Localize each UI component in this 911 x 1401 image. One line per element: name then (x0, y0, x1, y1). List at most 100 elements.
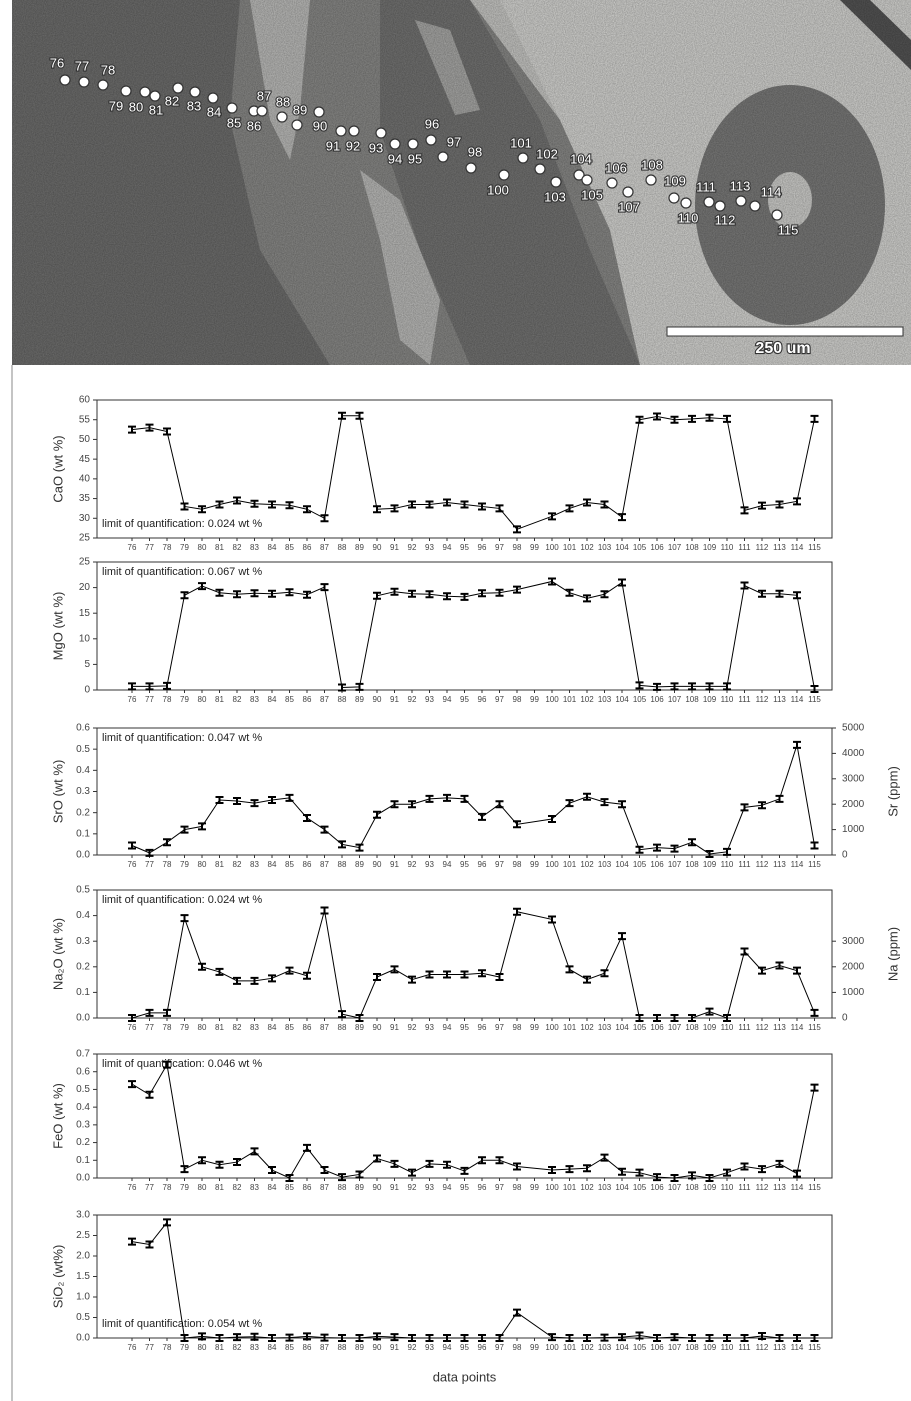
x-tick-label: 77 (145, 860, 154, 869)
data-point (775, 961, 784, 970)
data-point (408, 589, 416, 598)
x-tick-label: 94 (443, 1023, 452, 1032)
data-point (723, 414, 731, 423)
analysis-spot (735, 195, 747, 207)
data-point (810, 1008, 819, 1017)
data-point (285, 793, 294, 802)
data-point (443, 1334, 451, 1342)
data-point (478, 812, 486, 821)
x-tick-label: 100 (545, 1343, 559, 1352)
data-point (653, 682, 661, 691)
x-tick-label: 114 (791, 695, 804, 704)
x-tick-label: 105 (633, 1183, 647, 1192)
x-tick-label: 98 (513, 543, 522, 552)
x-tick-label: 89 (355, 1343, 364, 1352)
x-tick-label: 83 (250, 695, 259, 704)
data-point (355, 1014, 364, 1022)
data-point (145, 423, 154, 432)
plot-frame (96, 1053, 833, 1179)
x-tick-label: 115 (808, 695, 821, 704)
y-tick-label: 0.5 (76, 1312, 90, 1323)
x-tick-label: 83 (250, 543, 259, 552)
data-point (670, 1174, 679, 1182)
x-tick-label: 84 (268, 543, 277, 552)
data-point (233, 1333, 241, 1342)
analysis-spot (622, 186, 634, 198)
x-tick-label: 81 (215, 1023, 224, 1032)
spot-label: 110 (678, 210, 699, 225)
y-tick-label: 2.0 (76, 1251, 90, 1262)
data-point (338, 1334, 346, 1342)
data-point (390, 1333, 399, 1342)
data-point (740, 506, 749, 515)
data-point (618, 932, 626, 941)
x-tick-label: 77 (145, 695, 154, 704)
data-point (215, 967, 224, 976)
y-tick-label: 3.0 (76, 1210, 90, 1221)
data-point (758, 1165, 766, 1174)
x-tick-label: 112 (756, 1023, 769, 1032)
x-tick-label: 106 (650, 1343, 664, 1352)
y-tick-label: 0.2 (76, 961, 90, 972)
x-tick-label: 108 (685, 1023, 699, 1032)
x-tick-label: 103 (598, 1023, 612, 1032)
spot-label: 112 (715, 212, 736, 227)
data-point (145, 1240, 154, 1249)
x-tick-label: 100 (545, 695, 559, 704)
x-tick-label: 103 (598, 543, 612, 552)
data-point (600, 969, 609, 978)
x-tick-label: 114 (791, 543, 804, 552)
x-tick-label: 113 (773, 543, 786, 552)
x-tick-label: 91 (390, 1343, 399, 1352)
y-tick-label: 20 (79, 582, 91, 593)
data-point (390, 800, 399, 809)
data-point (338, 1173, 346, 1182)
x-tick-label: 94 (443, 860, 452, 869)
analysis-spot (606, 177, 618, 189)
x-tick-label: 81 (215, 1183, 224, 1192)
data-point (618, 1333, 626, 1342)
x-tick-label: 79 (180, 543, 189, 552)
data-point (670, 1014, 679, 1022)
analysis-spot (437, 151, 449, 163)
x-tick-label: 102 (580, 1183, 594, 1192)
x-tick-label: 80 (198, 860, 207, 869)
x-tick-label: 104 (615, 860, 629, 869)
x-tick-label: 99 (530, 860, 539, 869)
spot-label: 95 (408, 151, 422, 166)
data-point (268, 974, 276, 983)
x-tick-label: 110 (721, 1023, 734, 1032)
x-tick-label: 92 (408, 543, 417, 552)
analysis-spot (226, 102, 238, 114)
x-tick-label: 103 (598, 695, 612, 704)
x-tick-label: 80 (198, 543, 207, 552)
x-tick-label: 94 (443, 1343, 452, 1352)
x-tick-label: 113 (773, 860, 786, 869)
data-point (705, 1334, 714, 1342)
x-tick-label: 94 (443, 695, 452, 704)
x-tick-label: 80 (198, 695, 207, 704)
x-tick-label: 84 (268, 1183, 277, 1192)
data-point (513, 907, 521, 916)
data-point (653, 1173, 661, 1182)
y-tick-label: 0.6 (76, 1066, 90, 1077)
data-point (688, 1014, 696, 1022)
x-tick-label: 86 (303, 1343, 312, 1352)
analysis-spot (771, 209, 783, 221)
spot-label: 79 (109, 98, 123, 113)
y-tick-label: 0.2 (76, 807, 90, 818)
data-point (390, 1159, 399, 1168)
data-point (180, 502, 189, 511)
data-point (688, 682, 696, 691)
spot-label: 91 (326, 138, 340, 153)
y-tick-label: 0 (84, 685, 90, 696)
y-tick-label: 0.0 (76, 1173, 90, 1184)
y-tick-label: 45 (79, 454, 91, 465)
data-point (373, 505, 381, 514)
data-point (285, 1333, 294, 1342)
data-point (705, 849, 714, 858)
data-point (758, 801, 766, 810)
x-tick-label: 102 (580, 1343, 594, 1352)
x-tick-label: 113 (773, 1183, 786, 1192)
micrograph (12, 0, 911, 365)
